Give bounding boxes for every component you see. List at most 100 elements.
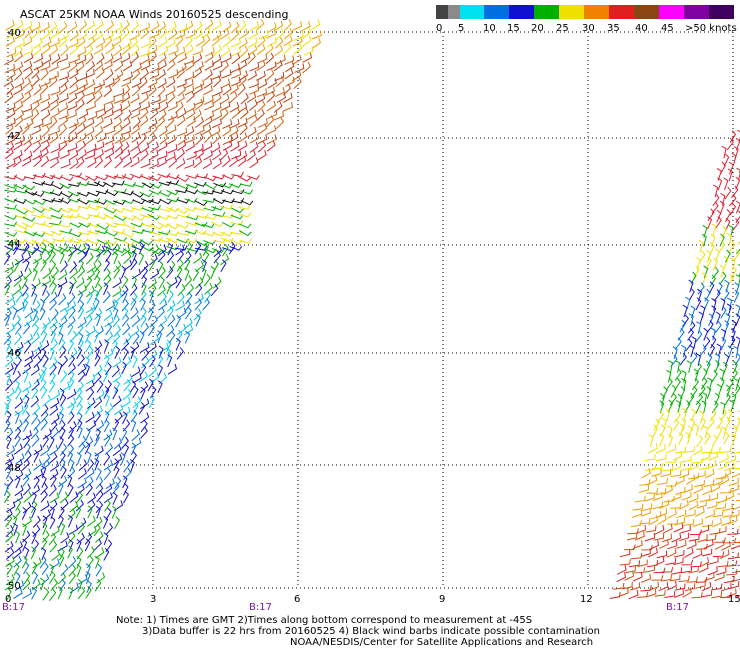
wind-barb: [104, 35, 113, 48]
wind-barb: [619, 558, 631, 566]
wind-barb: [723, 153, 730, 167]
wind-barb: [640, 548, 651, 557]
wind-barb: [275, 117, 285, 130]
wind-barb: [93, 267, 101, 281]
wind-barb: [659, 424, 666, 438]
wind-barb: [13, 258, 20, 272]
wind-barb: [22, 150, 33, 162]
wind-barb: [656, 478, 668, 485]
wind-barb: [57, 586, 63, 600]
wind-barb: [30, 395, 39, 408]
wind-barb: [724, 320, 730, 333]
wind-barb: [648, 515, 659, 526]
wind-barb: [671, 567, 683, 575]
wind-barb: [105, 322, 113, 336]
wind-barb: [699, 524, 710, 534]
wind-barb: [67, 292, 76, 306]
wind-barb: [85, 175, 99, 182]
wind-barb: [150, 102, 161, 113]
wind-barb: [87, 180, 100, 187]
wind-barb: [22, 401, 29, 415]
wind-barb: [168, 331, 176, 344]
wind-barb: [727, 345, 733, 359]
wind-barb: [67, 514, 74, 528]
wind-barb: [49, 151, 60, 162]
wind-barb: [220, 108, 229, 121]
wind-barb: [123, 490, 130, 504]
wind-barb: [41, 276, 52, 287]
wind-barb: [14, 426, 22, 440]
wind-barb: [203, 239, 217, 245]
wind-barb: [140, 175, 154, 181]
wind-barb: [166, 223, 180, 230]
wind-barb: [130, 442, 137, 456]
wind-barb: [58, 293, 67, 306]
wind-barb: [23, 46, 33, 56]
wind-barb: [663, 495, 675, 503]
wind-barb: [40, 77, 51, 87]
wind-barb: [113, 437, 123, 450]
wind-barb: [283, 28, 293, 40]
wind-barb: [674, 337, 682, 350]
wind-barb: [220, 60, 229, 73]
wind-barb: [711, 369, 718, 383]
wind-barb: [15, 208, 29, 215]
lon-label: 9: [439, 594, 445, 605]
wind-barb: [650, 511, 662, 520]
wind-barb: [77, 586, 86, 600]
wind-barb: [175, 244, 185, 256]
wind-barb: [674, 588, 685, 598]
wind-barb: [112, 314, 120, 328]
wind-barb: [212, 86, 223, 97]
wind-barb: [6, 83, 15, 96]
wind-barb: [94, 578, 102, 592]
wind-barb: [679, 352, 687, 366]
legend-label: 30: [582, 23, 595, 34]
wind-barb: [722, 288, 730, 302]
wind-barb: [656, 550, 668, 559]
wind-barb: [48, 379, 56, 393]
wind-barb: [4, 231, 18, 237]
wind-barb: [220, 93, 230, 105]
wind-barb: [167, 242, 173, 256]
wind-barb: [702, 520, 714, 528]
wind-barb: [222, 119, 233, 129]
wind-barb: [267, 109, 278, 119]
wind-barb: [630, 520, 642, 528]
wind-barb: [670, 354, 678, 368]
wind-barb: [177, 292, 185, 305]
wind-barb: [50, 389, 61, 401]
wind-barb: [166, 213, 180, 220]
wind-barb: [149, 182, 162, 189]
wind-barb: [4, 458, 13, 471]
wind-barb: [22, 252, 32, 264]
wind-barb: [94, 458, 100, 471]
wind-barb: [150, 244, 160, 256]
wind-barb: [148, 189, 162, 195]
wind-barb: [658, 582, 669, 592]
wind-barb: [175, 187, 188, 194]
wind-barb: [176, 265, 183, 279]
wind-barb: [94, 353, 101, 367]
wind-barb: [85, 373, 96, 385]
wind-barb: [661, 566, 674, 573]
wind-barb: [167, 306, 174, 319]
wind-barb: [123, 215, 136, 221]
wind-barb: [122, 71, 133, 82]
wind-barb: [6, 476, 14, 489]
wind-barb: [78, 370, 86, 383]
wind-barb: [647, 475, 658, 486]
wind-barb: [22, 419, 30, 432]
wind-barb: [685, 509, 696, 518]
wind-barb: [696, 500, 707, 509]
wind-barb: [211, 118, 222, 129]
wind-barb: [166, 237, 180, 244]
wind-barb: [675, 486, 686, 495]
wind-barb: [42, 522, 48, 536]
wind-barb: [661, 533, 673, 543]
wind-barb: [731, 368, 739, 382]
wind-barb: [94, 60, 104, 72]
lon-label: 3: [150, 594, 156, 605]
wind-barb: [609, 591, 621, 599]
wind-barb: [670, 470, 682, 478]
